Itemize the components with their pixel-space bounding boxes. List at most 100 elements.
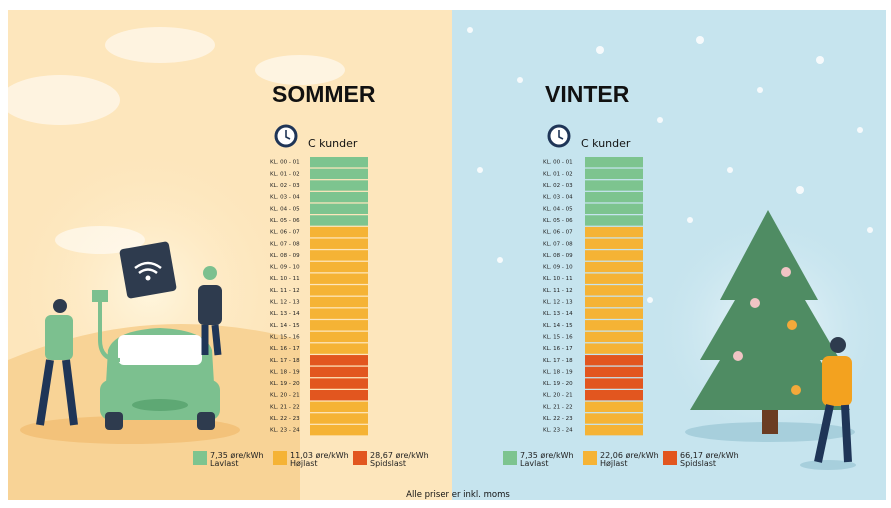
tariff-cell: [310, 239, 368, 249]
tariff-cell: [585, 180, 643, 190]
page: SOMMER C kunder KL. 00 - 01 KL. 01 - 02 KL. …: [0, 0, 891, 508]
hour-label: KL. 01 - 02: [543, 171, 573, 177]
hour-label: KL. 06 - 07: [543, 230, 573, 236]
hour-label: KL. 14 - 15: [543, 323, 573, 329]
legend-swatch: [663, 451, 677, 465]
hour-label: KL. 16 - 17: [543, 346, 573, 352]
hour-label: KL. 05 - 06: [270, 218, 300, 224]
hour-label: KL. 01 - 02: [270, 171, 300, 177]
tariff-cell: [310, 343, 368, 353]
hour-label: KL. 02 - 03: [543, 183, 573, 189]
tariff-cell: [585, 367, 643, 377]
tariff-cell: [310, 332, 368, 342]
tariff-cell: [310, 227, 368, 237]
tariff-cell: [585, 320, 643, 330]
tariff-cell: [585, 402, 643, 412]
hour-label: KL. 21 - 22: [543, 404, 573, 410]
tariff-cell: [585, 250, 643, 260]
hour-label: KL. 19 - 20: [543, 381, 573, 387]
hour-label: KL. 03 - 04: [543, 195, 573, 201]
hour-label: KL. 23 - 24: [270, 428, 300, 434]
legend-name: Højlast: [600, 459, 628, 468]
hour-label: KL. 12 - 13: [270, 300, 300, 306]
legend-name: Højlast: [290, 459, 318, 468]
hour-label: KL. 17 - 18: [270, 358, 300, 364]
hour-label: KL. 02 - 03: [270, 183, 300, 189]
legend-name: Lavlast: [210, 459, 239, 468]
legend-name: Spidslast: [370, 459, 406, 468]
tariff-cell: [310, 355, 368, 365]
tariff-cell: [310, 425, 368, 435]
hour-label: KL. 04 - 05: [543, 206, 573, 212]
hour-label: KL. 21 - 22: [270, 404, 300, 410]
customer-group: C kunder: [308, 137, 358, 150]
hour-label: KL. 23 - 24: [543, 428, 573, 434]
season-title: SOMMER: [272, 81, 376, 107]
hour-label: KL. 15 - 16: [543, 334, 573, 340]
customer-group: C kunder: [581, 137, 631, 150]
legend-name: Lavlast: [520, 459, 549, 468]
legend-swatch: [193, 451, 207, 465]
tariff-cell: [585, 332, 643, 342]
hour-label: KL. 10 - 11: [270, 276, 300, 282]
tariff-cell: [585, 297, 643, 307]
hour-label: KL. 06 - 07: [270, 230, 300, 236]
tariff-cell: [310, 320, 368, 330]
tariff-cell: [585, 157, 643, 167]
hour-label: KL. 08 - 09: [543, 253, 573, 259]
season-title: VINTER: [545, 81, 630, 107]
hour-label: KL. 09 - 10: [270, 265, 300, 271]
tariff-cell: [310, 204, 368, 214]
hour-label: KL. 17 - 18: [543, 358, 573, 364]
hour-label: KL. 20 - 21: [270, 393, 300, 399]
tariff-cell: [310, 180, 368, 190]
hour-label: KL. 03 - 04: [270, 195, 300, 201]
tariff-cell: [585, 390, 643, 400]
tariff-cell: [585, 343, 643, 353]
tariff-cell: [585, 413, 643, 423]
tariff-cell: [310, 378, 368, 388]
hour-label: KL. 05 - 06: [543, 218, 573, 224]
hour-label: KL. 20 - 21: [543, 393, 573, 399]
hour-label: KL. 11 - 12: [543, 288, 573, 294]
tariff-cell: [310, 169, 368, 179]
hour-label: KL. 09 - 10: [543, 265, 573, 271]
legend-swatch: [353, 451, 367, 465]
hour-label: KL. 10 - 11: [543, 276, 573, 282]
tariff-cell: [585, 355, 643, 365]
hour-label: KL. 11 - 12: [270, 288, 300, 294]
hour-label: KL. 13 - 14: [270, 311, 300, 317]
tariff-cell: [310, 262, 368, 272]
tariff-cell: [310, 192, 368, 202]
tariff-cell: [585, 308, 643, 318]
tariff-cell: [585, 227, 643, 237]
hour-label: KL. 18 - 19: [543, 369, 573, 375]
infographic: SOMMER C kunder KL. 00 - 01 KL. 01 - 02 KL. …: [0, 0, 891, 508]
footer-note: Alle priser er inkl. moms: [406, 490, 510, 500]
hour-label: KL. 12 - 13: [543, 300, 573, 306]
tariff-cell: [585, 169, 643, 179]
hour-label: KL. 18 - 19: [270, 369, 300, 375]
tariff-cell: [585, 215, 643, 225]
hour-label: KL. 22 - 23: [543, 416, 573, 422]
hour-label: KL. 07 - 08: [543, 241, 573, 247]
tariff-cell: [585, 239, 643, 249]
tariff-cell: [585, 262, 643, 272]
tariff-cell: [310, 367, 368, 377]
hour-label: KL. 04 - 05: [270, 206, 300, 212]
tariff-cell: [585, 285, 643, 295]
hour-label: KL. 22 - 23: [270, 416, 300, 422]
tariff-cell: [585, 378, 643, 388]
tariff-cell: [310, 297, 368, 307]
legend-swatch: [583, 451, 597, 465]
tariff-cell: [310, 285, 368, 295]
hour-label: KL. 07 - 08: [270, 241, 300, 247]
tariff-cell: [310, 215, 368, 225]
tariff-cell: [310, 308, 368, 318]
hour-label: KL. 08 - 09: [270, 253, 300, 259]
tariff-cell: [585, 204, 643, 214]
hour-label: KL. 19 - 20: [270, 381, 300, 387]
tariff-cell: [310, 250, 368, 260]
hour-label: KL. 00 - 01: [270, 160, 300, 166]
tariff-cell: [310, 274, 368, 284]
